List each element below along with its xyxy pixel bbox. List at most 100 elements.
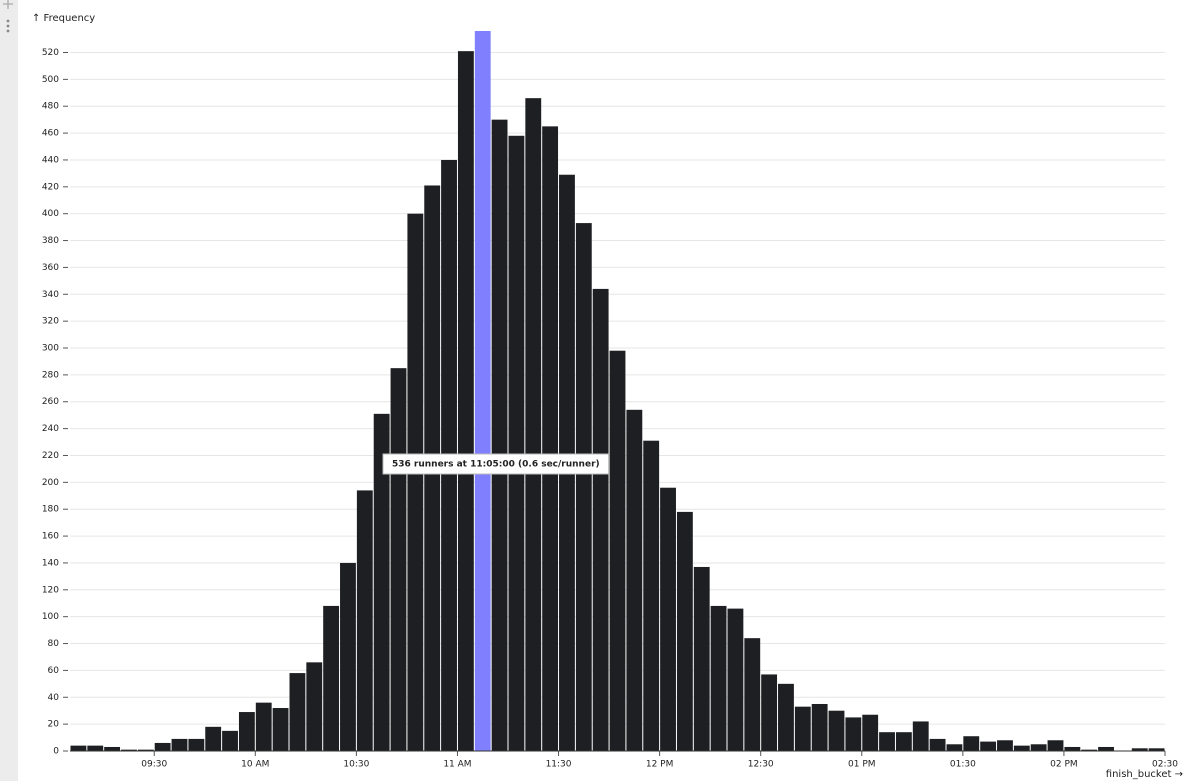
x-tick-label: 12:30 bbox=[748, 760, 774, 770]
x-axis-label: finish_bucket → bbox=[1106, 769, 1183, 780]
tooltip-box bbox=[382, 453, 610, 475]
bar bbox=[238, 712, 255, 751]
bar bbox=[306, 662, 323, 751]
y-tick-label: 0 bbox=[53, 747, 59, 757]
bar bbox=[373, 413, 390, 751]
bar bbox=[710, 605, 727, 751]
bar bbox=[272, 708, 289, 751]
bar bbox=[929, 738, 946, 751]
y-tick-label: 260 bbox=[42, 397, 59, 407]
bar bbox=[1081, 749, 1098, 751]
bar bbox=[862, 714, 879, 751]
bar bbox=[912, 721, 929, 751]
bar bbox=[660, 487, 676, 751]
x-tick-label: 11 AM bbox=[443, 760, 471, 770]
bar bbox=[457, 51, 474, 752]
y-tick-label: 420 bbox=[42, 182, 59, 192]
menu-dot[interactable] bbox=[6, 29, 10, 33]
bar bbox=[87, 745, 104, 751]
bar bbox=[323, 605, 340, 751]
bar bbox=[121, 749, 137, 751]
bar bbox=[1131, 748, 1148, 751]
bar bbox=[676, 511, 693, 751]
bar bbox=[70, 745, 87, 751]
y-tick-label: 280 bbox=[42, 370, 59, 380]
y-tick-label: 460 bbox=[42, 129, 59, 139]
y-tick-label: 200 bbox=[42, 478, 59, 488]
x-tick-label: 02 PM bbox=[1050, 760, 1078, 770]
y-axis-label: ↑ Frequency bbox=[32, 13, 95, 24]
y-tick-label: 100 bbox=[42, 612, 59, 622]
y-tick-label: 300 bbox=[42, 344, 59, 354]
bar bbox=[963, 736, 980, 751]
bar bbox=[1030, 744, 1047, 751]
y-tick-label: 480 bbox=[42, 102, 59, 112]
y-tick-label: 120 bbox=[42, 585, 59, 595]
bar bbox=[407, 213, 424, 751]
y-tick-label: 440 bbox=[42, 155, 59, 165]
y-tick-label: 20 bbox=[48, 720, 60, 730]
bar bbox=[1013, 745, 1030, 751]
tooltip-text: 536 runners at 11:05:00 (0.6 sec/runner) bbox=[392, 460, 600, 470]
bar bbox=[508, 135, 525, 751]
bar bbox=[1047, 740, 1064, 751]
y-tick-label: 380 bbox=[42, 236, 59, 246]
bar bbox=[1098, 746, 1114, 751]
bar bbox=[845, 717, 862, 751]
x-tick-label: 02:30 bbox=[1152, 760, 1178, 770]
sidebar-icons bbox=[3, 0, 13, 33]
bar bbox=[154, 742, 171, 751]
bar bbox=[104, 746, 121, 751]
bar bbox=[946, 744, 963, 751]
bar bbox=[222, 730, 238, 751]
bar bbox=[778, 683, 794, 751]
bar bbox=[693, 566, 710, 751]
add-icon[interactable] bbox=[3, 0, 13, 9]
bar bbox=[542, 126, 559, 752]
tooltip: 536 runners at 11:05:00 (0.6 sec/runner) bbox=[382, 453, 610, 475]
bar bbox=[575, 223, 592, 752]
y-tick-label: 180 bbox=[42, 505, 59, 515]
y-tick-label: 60 bbox=[48, 666, 60, 676]
bar bbox=[626, 409, 643, 751]
bar bbox=[811, 703, 828, 751]
x-tick-label: 01 PM bbox=[848, 760, 876, 770]
bar bbox=[592, 288, 609, 751]
y-tick-label: 520 bbox=[42, 48, 59, 58]
y-tick-label: 160 bbox=[42, 532, 59, 542]
x-tick-label: 01:30 bbox=[950, 760, 976, 770]
bar bbox=[879, 732, 895, 751]
bar bbox=[609, 350, 626, 751]
bar bbox=[895, 732, 912, 751]
x-tick-label: 12 PM bbox=[646, 760, 674, 770]
bar bbox=[340, 562, 356, 751]
bar bbox=[744, 638, 761, 751]
y-tick-label: 80 bbox=[48, 639, 60, 649]
bar bbox=[255, 702, 272, 751]
x-tick-label: 09:30 bbox=[141, 760, 167, 770]
y-tick-label: 320 bbox=[42, 317, 59, 327]
bar bbox=[205, 726, 222, 751]
bar bbox=[761, 674, 778, 751]
y-tick-label: 140 bbox=[42, 558, 59, 568]
bar bbox=[356, 490, 373, 751]
bar bbox=[171, 738, 188, 751]
y-tick-label: 240 bbox=[42, 424, 59, 434]
bar bbox=[525, 98, 542, 751]
y-tick-label: 340 bbox=[42, 290, 59, 300]
x-tick-label: 11:30 bbox=[546, 760, 572, 770]
bar bbox=[390, 368, 407, 751]
x-tick-label: 10 AM bbox=[241, 760, 269, 770]
menu-dot[interactable] bbox=[6, 24, 10, 28]
x-tick-label: 10:30 bbox=[343, 760, 369, 770]
bar bbox=[997, 740, 1013, 751]
bar bbox=[289, 673, 306, 751]
bar bbox=[1148, 748, 1165, 751]
bar bbox=[794, 706, 811, 751]
menu-dot[interactable] bbox=[6, 19, 10, 23]
y-tick-label: 220 bbox=[42, 451, 59, 461]
y-tick-label: 400 bbox=[42, 209, 59, 219]
bar bbox=[1064, 746, 1081, 751]
bar bbox=[727, 608, 744, 751]
